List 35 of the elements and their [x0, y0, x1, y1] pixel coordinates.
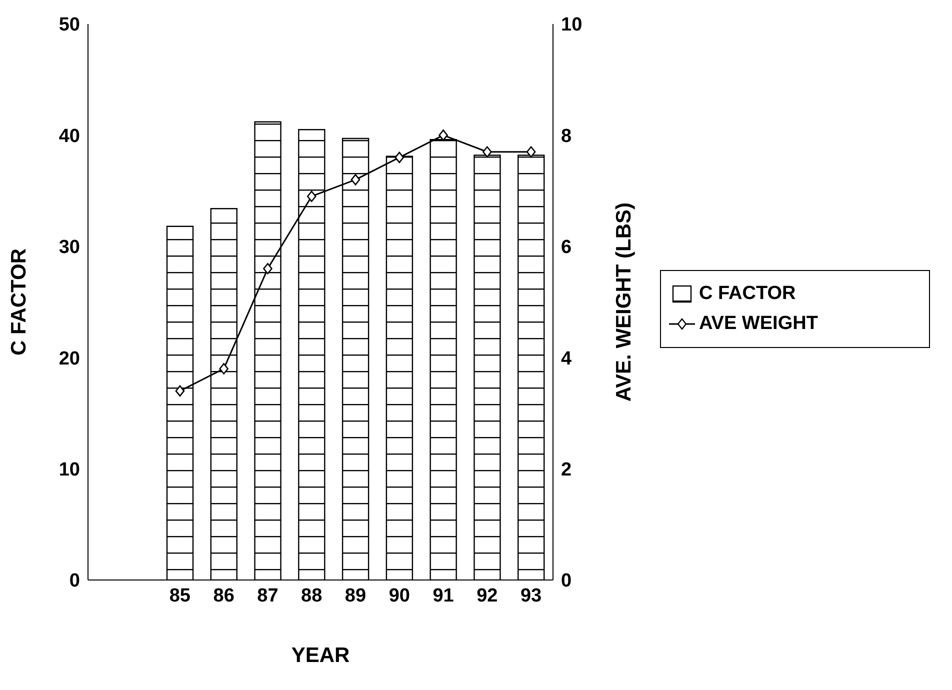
legend-label: AVE WEIGHT [699, 313, 818, 335]
x-tick-label: 89 [344, 585, 366, 606]
legend-label: C FACTOR [699, 283, 796, 305]
x-tick-label: 87 [257, 585, 278, 606]
point [526, 146, 536, 158]
y2-tick-label: 0 [561, 570, 572, 592]
y2-axis-title: AVE. WEIGHT (LBS) [612, 202, 636, 402]
x-tick-label: 86 [213, 585, 234, 606]
x-tick-label: 92 [476, 585, 498, 606]
point [175, 385, 185, 397]
y2-tick-label: 6 [561, 237, 572, 258]
x-tick-label: 85 [169, 585, 191, 606]
y2-tick-label: 2 [561, 460, 572, 481]
point [394, 152, 404, 164]
y-tick-label: 50 [58, 14, 80, 36]
y-tick-label: 0 [69, 570, 80, 592]
x-axis-title: YEAR [291, 644, 350, 667]
y-tick-label: 20 [58, 348, 80, 370]
x-tick-label: 90 [388, 585, 410, 606]
point [438, 130, 448, 141]
point [306, 190, 316, 202]
y2-tick-label: 10 [561, 14, 582, 36]
x-tick-label: 91 [432, 585, 454, 606]
point [350, 174, 360, 186]
y-axis-title: C FACTOR [7, 248, 30, 356]
y-tick-label: 10 [58, 460, 80, 481]
y-tick-label: 30 [58, 237, 80, 258]
point [482, 146, 492, 158]
point [263, 262, 272, 274]
y2-tick-label: 4 [561, 348, 572, 370]
point [219, 363, 228, 374]
y-tick-label: 40 [58, 126, 80, 147]
y2-tick-label: 8 [561, 126, 572, 147]
x-tick-label: 93 [520, 585, 542, 606]
x-tick-label: 88 [301, 585, 322, 606]
